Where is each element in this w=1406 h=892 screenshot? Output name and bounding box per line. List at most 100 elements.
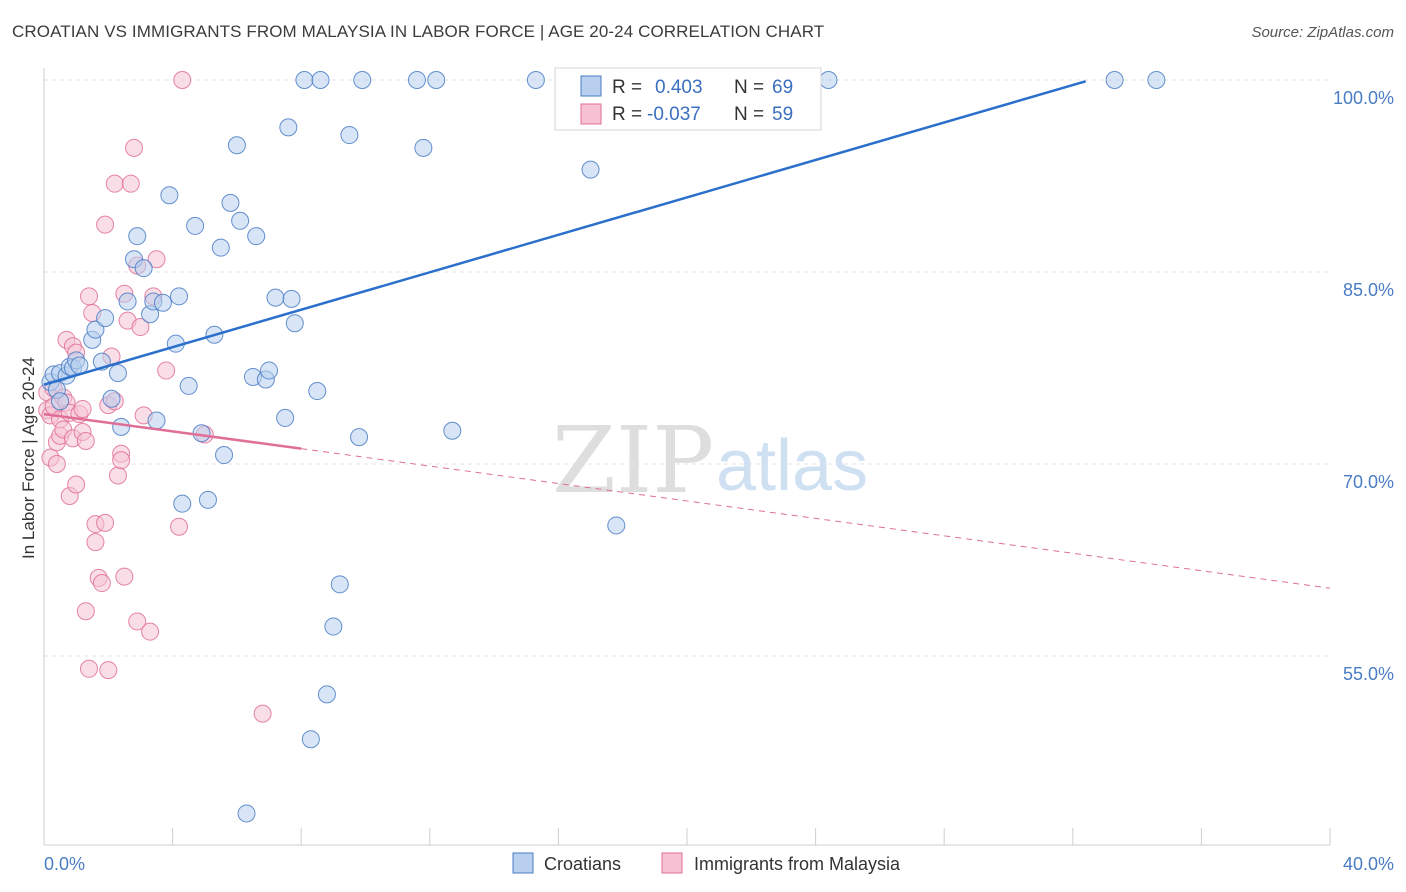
y-tick-label: 100.0% xyxy=(1333,88,1394,108)
y-tick-label: 85.0% xyxy=(1343,280,1394,300)
croatian-point xyxy=(112,417,131,436)
croatian-point xyxy=(160,186,179,205)
malaysia-point xyxy=(115,567,134,586)
malaysia-point xyxy=(105,174,124,193)
croatian-point xyxy=(526,71,545,89)
croatian-point xyxy=(1147,71,1166,89)
malaysia-point xyxy=(112,451,131,470)
legend-swatch-croatians xyxy=(512,852,534,874)
croatian-point xyxy=(308,382,327,401)
watermark: ZIP atlas xyxy=(552,407,868,514)
malaysia-point xyxy=(173,71,192,89)
malaysia-point xyxy=(96,215,115,234)
croatian-point xyxy=(227,136,246,155)
malaysia-point xyxy=(76,431,95,450)
y-tick-labels: 55.0% 70.0% 85.0% 100.0% xyxy=(1333,88,1394,684)
stats-r-label-malaysia: R = xyxy=(612,104,642,125)
x-tick-label-min: 0.0% xyxy=(44,854,85,874)
croatian-point xyxy=(295,71,314,89)
croatian-point xyxy=(179,376,198,395)
malaysia-point xyxy=(131,318,150,337)
legend-swatch-malaysia xyxy=(661,852,683,874)
croatian-point xyxy=(427,71,446,89)
malaysia-point xyxy=(147,250,166,269)
croatian-point xyxy=(102,389,121,408)
croatian-point xyxy=(279,118,298,137)
trendline-malaysia xyxy=(43,412,302,450)
y-tick-label: 70.0% xyxy=(1343,472,1394,492)
y-tick-label: 55.0% xyxy=(1343,664,1394,684)
croatian-point xyxy=(607,516,626,535)
stats-legend: R = 0.403 N = 69 R = -0.037 N = 59 xyxy=(554,67,822,131)
croatian-point xyxy=(211,238,230,257)
stats-r-value-malaysia: -0.037 xyxy=(647,104,701,125)
malaysia-point xyxy=(96,513,115,532)
stats-swatch-croatians xyxy=(580,75,602,97)
malaysia-point xyxy=(73,399,92,418)
malaysia-point xyxy=(128,612,147,631)
croatian-point xyxy=(266,288,285,307)
malaysia-point xyxy=(170,517,189,536)
gridlines xyxy=(44,79,1330,657)
x-tick-label-max: 40.0% xyxy=(1343,854,1394,874)
malaysia-point xyxy=(67,475,86,494)
trendlines xyxy=(43,80,1331,589)
croatian-point xyxy=(407,71,426,89)
croatian-point xyxy=(173,494,192,513)
croatian-point xyxy=(128,227,147,246)
watermark-zip: ZIP xyxy=(552,407,714,514)
trendline-croatians xyxy=(43,80,1087,386)
malaysia-point xyxy=(125,138,144,157)
croatian-point xyxy=(118,292,137,311)
croatian-point xyxy=(324,617,343,636)
croatian-point xyxy=(311,71,330,89)
stats-n-value-malaysia: 59 xyxy=(772,104,793,125)
malaysia-point xyxy=(80,287,99,306)
watermark-atlas: atlas xyxy=(716,426,868,506)
croatian-point xyxy=(340,126,359,145)
croatian-point xyxy=(198,490,217,509)
croatian-point xyxy=(581,160,600,179)
croatian-point xyxy=(153,293,172,312)
stats-r-label-croatians: R = xyxy=(612,77,642,98)
croatian-point xyxy=(414,138,433,157)
stats-n-label-croatians: N = xyxy=(734,77,764,98)
croatian-point xyxy=(353,71,372,89)
stats-n-value-croatians: 69 xyxy=(772,77,793,98)
x-axis-ticks xyxy=(43,828,1331,845)
croatian-point xyxy=(260,361,279,380)
malaysia-point xyxy=(92,574,111,593)
croatian-point xyxy=(215,446,234,465)
malaysia-point xyxy=(141,622,160,641)
croatian-point xyxy=(350,428,369,447)
croatian-point xyxy=(86,320,105,339)
series-croatians-points xyxy=(41,71,1166,823)
croatian-point xyxy=(247,227,266,246)
chart-title: CROATIAN VS IMMIGRANTS FROM MALAYSIA IN … xyxy=(12,22,825,41)
croatian-point xyxy=(282,289,301,308)
croatian-point xyxy=(1105,71,1124,89)
trendline-malaysia-extension xyxy=(301,448,1331,589)
croatian-point xyxy=(285,314,304,333)
croatian-point xyxy=(231,211,250,230)
stats-swatch-malaysia xyxy=(580,103,602,125)
croatian-point xyxy=(301,730,320,749)
y-axis-label: In Labor Force | Age 20-24 xyxy=(19,357,38,559)
malaysia-point xyxy=(157,361,176,380)
croatian-point xyxy=(237,804,256,823)
malaysia-point xyxy=(108,466,127,485)
series-malaysia-points xyxy=(38,71,272,723)
croatian-point xyxy=(51,392,70,411)
legend-label-croatians: Croatians xyxy=(544,854,621,874)
legend-label-malaysia: Immigrants from Malaysia xyxy=(694,854,901,874)
malaysia-point xyxy=(86,533,105,552)
croatian-point xyxy=(819,71,838,89)
stats-r-value-croatians: 0.403 xyxy=(655,77,703,98)
croatian-point xyxy=(443,421,462,440)
malaysia-point xyxy=(121,174,140,193)
croatian-point xyxy=(147,411,166,430)
croatian-point xyxy=(170,287,189,306)
malaysia-point xyxy=(80,659,99,678)
malaysia-point xyxy=(253,704,272,723)
